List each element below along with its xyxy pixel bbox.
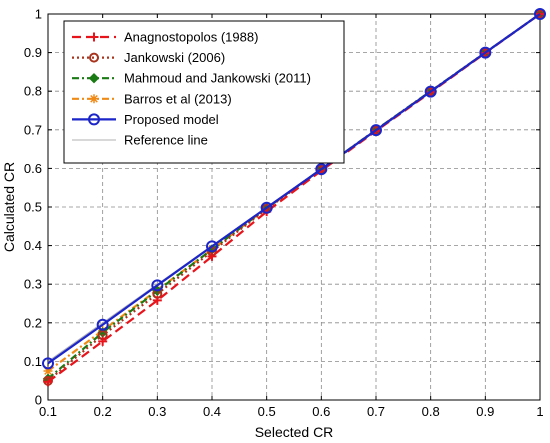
y-tick-label: 0.5: [24, 200, 42, 215]
y-tick-label: 0: [35, 393, 42, 408]
x-tick-label: 0.3: [148, 404, 166, 419]
data-point: [534, 8, 546, 20]
y-tick-label: 0.8: [24, 84, 42, 99]
data-point: [260, 201, 273, 214]
legend-label: Barros et al (2013): [124, 91, 232, 106]
data-point: [42, 357, 54, 370]
data-point: [98, 336, 108, 346]
series-layer: [42, 8, 546, 387]
legend: Anagnostopolos (1988) Jankowski (2006) Mah…: [63, 20, 345, 164]
x-tick-label: 1: [536, 404, 543, 419]
legend-label: Proposed model: [124, 112, 219, 127]
data-point: [43, 366, 53, 376]
legend-item: Reference line: [72, 133, 208, 148]
legend-label: Jankowski (2006): [124, 50, 225, 65]
series-4: [42, 8, 546, 370]
x-tick-label: 0.4: [203, 404, 221, 419]
data-point: [151, 279, 164, 292]
data-point: [152, 295, 162, 305]
legend-item: Mahmoud and Jankowski (2011): [72, 71, 311, 86]
axis-ticks: 0.1 0.2 0.3 0.4 0.5 0.6 0.7 0.8 0.9 100.10.20.30.…: [24, 7, 544, 420]
data-point: [96, 318, 109, 331]
legend-item: Anagnostopolos (1988): [72, 30, 258, 45]
x-tick-label: 0.7: [367, 404, 385, 419]
x-tick-label: 0.9: [476, 404, 494, 419]
series-line: [47, 13, 541, 383]
legend-label: Anagnostopolos (1988): [124, 30, 258, 45]
x-tick-label: 0.6: [312, 404, 330, 419]
y-tick-label: 0.9: [24, 45, 42, 60]
legend-item: Jankowski (2006): [72, 50, 225, 65]
y-tick-label: 0.4: [24, 238, 42, 253]
y-axis-title: Calculated CR: [1, 162, 17, 252]
x-tick-label: 0.2: [94, 404, 112, 419]
legend-label: Mahmoud and Jankowski (2011): [124, 71, 311, 86]
y-tick-label: 0.3: [24, 277, 42, 292]
data-point: [370, 124, 382, 137]
legend-item: Proposed model: [72, 112, 219, 127]
legend-marker: [89, 32, 99, 42]
legend-item: Barros et al (2013): [72, 91, 232, 106]
legend-marker: [88, 113, 100, 126]
y-tick-label: 1: [35, 7, 42, 22]
series-line: [47, 13, 541, 365]
x-tick-label: 0.1: [39, 404, 57, 419]
data-point: [315, 163, 328, 176]
data-point: [479, 46, 492, 59]
legend-marker: [89, 94, 99, 104]
x-axis-title: Selected CR: [255, 424, 334, 440]
data-point: [206, 240, 218, 253]
data-point: [424, 85, 437, 98]
legend-marker: [88, 72, 100, 84]
legend-label: Reference line: [124, 133, 208, 148]
y-tick-label: 0.7: [24, 122, 42, 137]
x-tick-label: 0.8: [422, 404, 440, 419]
legend-box: [63, 20, 345, 164]
y-tick-label: 0.2: [24, 315, 42, 330]
legend-marker: [89, 52, 99, 63]
data-point: [207, 251, 217, 261]
y-tick-label: 0.1: [24, 354, 42, 369]
x-tick-label: 0.5: [258, 404, 276, 419]
data-point: [43, 377, 53, 387]
y-tick-label: 0.6: [24, 161, 42, 176]
